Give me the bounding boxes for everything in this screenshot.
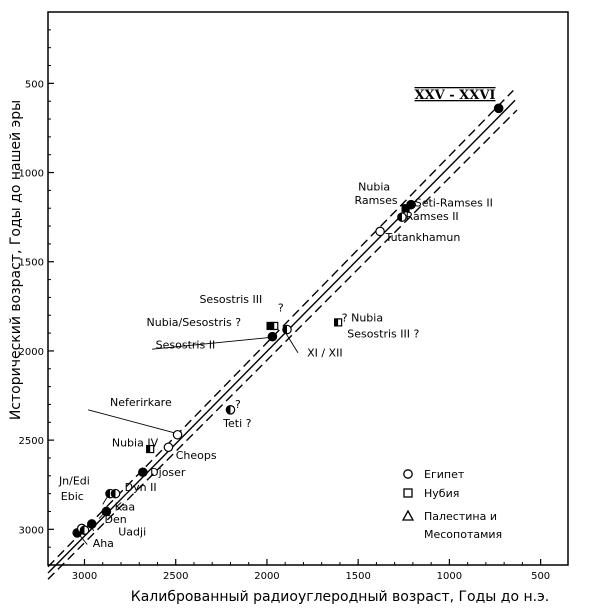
ann-dyn2: Dyn II [125, 481, 157, 494]
ann-sesostris2: Sesostris II [156, 338, 216, 351]
data-point-circle-full [101, 506, 112, 517]
ann-teti: Teti ? [222, 417, 251, 430]
y-tick-label: 2500 [19, 436, 44, 447]
x-tick-label: 500 [531, 571, 550, 582]
callout-line [284, 331, 299, 353]
ann-teti-q: ? [235, 398, 241, 411]
ann-kaa: Kaa [115, 501, 136, 514]
dynasty-label: XXV - XXVI [414, 88, 495, 103]
ann-sesostris3-top: Sesostris III [199, 293, 262, 306]
data-point-circle-half [282, 324, 292, 335]
ann-nubia-top: Nubia [358, 180, 390, 193]
legend-item-square: Нубия [403, 487, 459, 500]
ann-tutankhamun: Tutankhamun [385, 231, 461, 244]
legend-item-triangle: Палестина и Месопотамия [401, 509, 502, 541]
data-point-circle-half [110, 488, 121, 499]
legend-label: Нубия [424, 487, 459, 500]
x-tick-label: 1500 [345, 571, 370, 582]
axis-ticks: 3000 2500 2000 1500 1000 500 500 1000 1500 2000 25… [19, 29, 550, 582]
legend-item-circle: Египет [403, 468, 465, 481]
ann-xi-xii: XI / XII [307, 346, 343, 359]
legend-label: Палестина и [424, 510, 497, 523]
ann-uadji: Uadji [118, 526, 146, 539]
x-tick-label: 3000 [72, 571, 97, 582]
ann-aha: Aha [93, 537, 114, 550]
ann-ramses-top: Ramses [355, 194, 398, 207]
data-point-circle-open [375, 226, 385, 237]
data-point-circle-half [225, 405, 236, 415]
legend-label-2: Месопотамия [424, 528, 502, 541]
legend-label: Египет [424, 468, 465, 481]
plot-frame [47, 11, 569, 566]
y-tick-label: 500 [25, 79, 44, 90]
reference-line-3 [47, 109, 518, 580]
ann-ebic: Ebic [61, 490, 84, 503]
ann-den: Den [105, 513, 127, 526]
data-point-circle-full [138, 467, 148, 478]
data-point-circle-full [86, 519, 97, 529]
ann-cheops: Cheops [176, 449, 217, 462]
data-point-square-half [270, 321, 279, 331]
reference-line-1 [47, 90, 514, 568]
callout-line [151, 337, 269, 350]
ann-djoser: Djoser [150, 466, 186, 479]
data-point-circle-open [163, 442, 174, 453]
x-tick-label: 2500 [163, 571, 188, 582]
ann-nubia-sesostris: Nubia/Sesostris ? [147, 316, 242, 329]
ann-nubia4: Nubia IV [112, 436, 159, 449]
data-point-square-half [334, 318, 343, 327]
ann-seti-ramses: Seti-Ramses II [415, 196, 493, 209]
x-tick-label: 1000 [437, 571, 462, 582]
ann-nubia-right-q: ? Nubia [342, 312, 383, 325]
ann-sesostris3-right: Sesostris III ? [347, 328, 419, 341]
plot-border [47, 11, 569, 566]
y-tick-label: 2000 [19, 347, 44, 358]
ann-neferirkare: Neferirkare [110, 396, 172, 409]
callout-line [88, 409, 175, 434]
y-tick-label: 1000 [19, 169, 44, 180]
reference-line-2 [47, 99, 516, 574]
data-point-circle-full [406, 199, 416, 210]
reference-lines [47, 90, 518, 580]
callout-line [79, 535, 88, 545]
data-point-square-half [146, 444, 155, 454]
data-point-circle-open [172, 429, 183, 440]
legend: Египет Нубия Палестина и Месопотамия [401, 468, 502, 541]
data-point-circle-half [79, 525, 90, 536]
y-tick-label: 3000 [19, 525, 44, 536]
data-point-circle-half [397, 212, 407, 222]
x-tick-label: 2000 [254, 571, 279, 582]
data-points [72, 103, 504, 538]
x-axis-title: Калиброванный радиоуглеродный возраст, Г… [131, 589, 550, 605]
ann-jn-edi: Jn/Edi [58, 475, 90, 488]
y-tick-label: 1500 [19, 258, 44, 269]
y-axis-title: Исторический возраст, Годы до нашей эры [8, 100, 24, 420]
data-point-circle-full [493, 103, 504, 114]
ann-sesq-top: ? [278, 302, 284, 315]
ann-ramses2: Ramses II [406, 210, 459, 223]
data-point-circle-full [267, 331, 278, 342]
